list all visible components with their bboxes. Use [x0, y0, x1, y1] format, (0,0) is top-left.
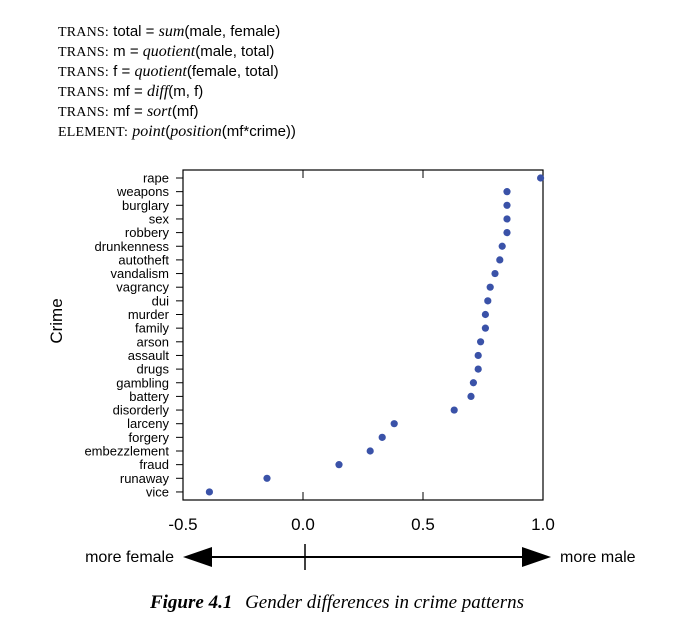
- x-tick-label: 0.0: [291, 515, 315, 534]
- function-name: quotient: [134, 63, 187, 80]
- y-tick-label: vagrancy: [116, 280, 169, 295]
- statement-args: (: [165, 123, 171, 140]
- data-point: [378, 433, 386, 441]
- y-tick-label: robbery: [125, 225, 170, 240]
- trans-line: TRANS: mf = diff(m, f): [58, 82, 296, 102]
- data-point: [496, 256, 504, 264]
- function-name: sum: [158, 23, 185, 40]
- statement-keyword: TRANS:: [58, 25, 109, 40]
- y-tick-label: vice: [146, 484, 169, 499]
- trans-line: TRANS: total = sum(male, female): [58, 22, 296, 42]
- statement-keyword: TRANS:: [58, 65, 109, 80]
- statement-text: mf =: [109, 83, 147, 100]
- x-tick-label: -0.5: [168, 515, 197, 534]
- statement-text: m =: [109, 43, 143, 60]
- y-tick-label: assault: [128, 348, 170, 363]
- data-point: [477, 338, 485, 346]
- direction-arrow: more female more male: [85, 544, 636, 570]
- left-arrowhead: [183, 547, 212, 567]
- figure-caption: Figure 4.1 Gender differences in crime p…: [0, 592, 674, 614]
- more-male-label: more male: [560, 549, 636, 566]
- y-tick-label: arson: [136, 334, 169, 349]
- data-point: [469, 379, 477, 387]
- function-name: quotient: [142, 43, 196, 60]
- data-point: [537, 174, 545, 182]
- y-tick-label: battery: [129, 389, 169, 404]
- data-point: [491, 269, 499, 278]
- trans-line: TRANS: m = quotient(male, total): [58, 42, 296, 62]
- y-axis-label: Crime: [47, 298, 66, 343]
- statement-keyword: TRANS:: [58, 85, 109, 100]
- x-tick-label: 1.0: [531, 515, 555, 534]
- caption-text: Gender differences in crime patterns: [245, 592, 525, 613]
- statement-args: (male, female): [184, 23, 281, 40]
- statement-args: (mf*crime)): [221, 123, 296, 140]
- trans-line: TRANS: f = quotient(female, total): [58, 62, 296, 82]
- x-axis: -0.5 0.0 0.5 1.0: [168, 170, 555, 534]
- trans-code-block: TRANS: total = sum(male, female) TRANS: m…: [58, 22, 296, 142]
- y-tick-label: drugs: [136, 362, 169, 377]
- y-tick-label: runaway: [120, 471, 170, 486]
- trans-line: ELEMENT: point(position(mf*crime)): [58, 122, 296, 142]
- statement-text: f =: [109, 63, 135, 80]
- x-tick-label: 0.5: [411, 515, 435, 534]
- statement-args: (female, total): [186, 63, 279, 80]
- data-point: [467, 392, 475, 400]
- data-point: [366, 447, 374, 455]
- right-arrowhead: [522, 547, 551, 567]
- function-name: sort: [146, 103, 172, 120]
- y-tick-label: forgery: [129, 430, 170, 445]
- data-point: [498, 242, 506, 250]
- y-tick-label: dui: [152, 293, 169, 308]
- y-tick-label: fraud: [139, 457, 169, 472]
- data-point: [481, 310, 489, 319]
- data-points: [205, 174, 545, 496]
- data-point: [503, 215, 511, 223]
- y-tick-label: burglary: [122, 198, 169, 213]
- figure-number: Figure 4.1: [149, 592, 233, 613]
- function-name: point: [132, 123, 166, 140]
- y-tick-label: larceny: [127, 416, 169, 431]
- data-point: [390, 420, 398, 428]
- y-tick-label: weapons: [116, 184, 170, 199]
- y-tick-label: rape: [143, 171, 169, 186]
- statement-keyword: TRANS:: [58, 45, 109, 60]
- data-point: [486, 283, 494, 291]
- y-tick-label: sex: [149, 211, 170, 226]
- y-tick-label: family: [135, 321, 169, 336]
- plot-frame: [182, 169, 544, 501]
- y-tick-label: vandalism: [110, 266, 169, 281]
- y-tick-label: embezzlement: [84, 444, 169, 459]
- statement-args: (m, f): [168, 83, 204, 100]
- statement-text: total =: [109, 23, 159, 40]
- data-point: [481, 324, 489, 332]
- data-point: [503, 201, 511, 209]
- data-point: [263, 474, 271, 482]
- data-point: [335, 461, 343, 469]
- y-tick-label: gambling: [116, 375, 169, 390]
- data-point: [450, 406, 458, 414]
- more-female-label: more female: [85, 549, 174, 566]
- data-point: [205, 488, 213, 496]
- y-axis: rapeweaponsburglarysexrobberydrunkenness…: [84, 171, 183, 499]
- statement-keyword: ELEMENT:: [58, 125, 129, 140]
- y-tick-label: drunkenness: [95, 239, 170, 254]
- data-point: [474, 351, 482, 360]
- data-point: [503, 188, 511, 196]
- dot-plot: rapeweaponsburglarysexrobberydrunkenness…: [47, 169, 636, 570]
- y-tick-label: disorderly: [113, 403, 170, 418]
- y-tick-label: autotheft: [118, 252, 169, 267]
- data-point: [474, 365, 482, 373]
- statement-args: (male, total): [195, 43, 275, 60]
- statement-args: (mf): [171, 103, 199, 120]
- function-name: position: [170, 123, 222, 140]
- data-point: [503, 229, 511, 237]
- y-tick-label: murder: [128, 307, 170, 322]
- statement-keyword: TRANS:: [58, 105, 109, 120]
- function-name: diff: [146, 83, 169, 100]
- trans-line: TRANS: mf = sort(mf): [58, 102, 296, 122]
- data-point: [484, 297, 492, 305]
- statement-text: mf =: [109, 103, 147, 120]
